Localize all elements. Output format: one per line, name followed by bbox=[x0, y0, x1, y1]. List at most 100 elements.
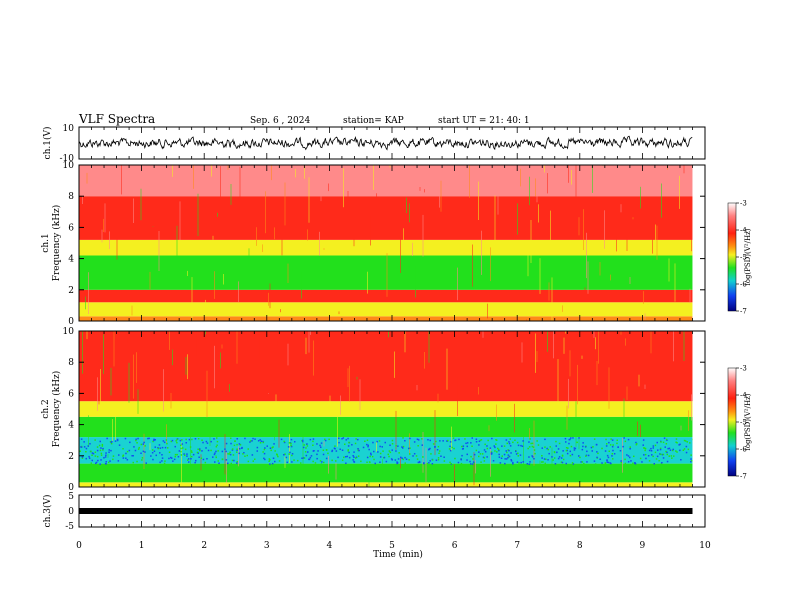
spectrogram-streak bbox=[256, 227, 257, 246]
spectrogram-speckle bbox=[505, 458, 508, 460]
spectrogram-speckle bbox=[108, 451, 110, 453]
spectrogram-streak bbox=[536, 351, 538, 363]
spectrogram-speckle bbox=[439, 440, 441, 442]
spectrogram-speckle bbox=[478, 451, 480, 453]
spectrogram-streak bbox=[412, 242, 413, 257]
spectrogram-speckle bbox=[475, 449, 478, 452]
spectrogram-speckle bbox=[632, 462, 634, 464]
spectrogram-streak bbox=[586, 232, 587, 279]
spectrogram-speckle bbox=[450, 463, 452, 465]
spectrogram-speckle bbox=[478, 444, 480, 446]
spectrogram-speckle bbox=[401, 446, 403, 448]
spectrogram-streak bbox=[131, 305, 133, 316]
spectrogram-speckle bbox=[490, 453, 493, 455]
spectrogram-speckle bbox=[522, 461, 524, 463]
spectrogram-speckle bbox=[521, 445, 524, 447]
spectrogram-band-0 bbox=[79, 316, 693, 321]
spectrogram-streak bbox=[310, 331, 311, 335]
spectrogram-speckle bbox=[191, 455, 193, 458]
spectrogram-speckle bbox=[312, 444, 314, 446]
spectrogram-streak bbox=[517, 203, 518, 235]
spectrogram-speckle bbox=[190, 450, 193, 452]
spectrogram-streak bbox=[158, 231, 160, 271]
spectrogram-speckle bbox=[302, 446, 305, 449]
spectrogram-speckle bbox=[94, 455, 97, 457]
spectrogram-streak bbox=[530, 331, 532, 338]
spectrogram-streak bbox=[415, 265, 416, 298]
spectrogram-streak bbox=[176, 225, 178, 263]
ch1-colorbar-label: log(PSD)(V²/Hz) bbox=[744, 228, 752, 285]
spectrogram-speckle bbox=[268, 458, 271, 460]
spectrogram-streak bbox=[103, 334, 104, 374]
spectrogram-streak bbox=[683, 165, 685, 174]
spectrogram-speckle bbox=[643, 454, 645, 456]
spectrogram-speckle bbox=[481, 453, 484, 455]
spectrogram-speckle bbox=[382, 456, 385, 459]
spectrogram-speckle bbox=[516, 441, 519, 444]
spectrogram-speckle bbox=[437, 459, 440, 461]
spectrogram-speckle bbox=[309, 438, 312, 441]
spectrogram-speckle bbox=[187, 458, 190, 460]
spectrogram-streak bbox=[581, 355, 583, 359]
spectrogram-speckle bbox=[133, 446, 135, 448]
spectrogram-streak bbox=[547, 173, 548, 194]
spectrogram-speckle bbox=[508, 441, 510, 443]
spectrogram-speckle bbox=[264, 458, 266, 461]
spectrogram-speckle bbox=[287, 446, 290, 448]
spectrogram-speckle bbox=[668, 455, 670, 457]
spectrogram-speckle bbox=[290, 444, 292, 447]
spectrogram-speckle bbox=[251, 454, 254, 456]
spectrogram-speckle bbox=[239, 444, 242, 446]
spectrogram-speckle bbox=[419, 461, 421, 464]
spectrogram-streak bbox=[301, 272, 302, 299]
spectrogram-band-3 bbox=[79, 255, 693, 290]
spectrogram-streak bbox=[220, 166, 221, 198]
spectrogram-speckle bbox=[661, 462, 663, 464]
spectrogram-streak bbox=[547, 331, 548, 352]
spectrogram-speckle bbox=[285, 456, 288, 459]
spectrogram-speckle bbox=[333, 447, 336, 449]
spectrogram-streak bbox=[115, 405, 116, 440]
spectrogram-speckle bbox=[230, 437, 232, 439]
spectrogram-speckle bbox=[612, 458, 614, 460]
spectrogram-speckle bbox=[423, 462, 425, 464]
spectrogram-streak bbox=[689, 288, 691, 304]
spectrogram-speckle bbox=[367, 445, 369, 448]
spectrogram-streak bbox=[149, 443, 151, 450]
spectrogram-speckle bbox=[85, 447, 88, 450]
spectrogram-speckle bbox=[87, 445, 89, 447]
spectrogram-speckle bbox=[665, 450, 667, 453]
spectrogram-speckle bbox=[158, 444, 161, 446]
ch2-colorbar bbox=[727, 367, 737, 477]
spectrogram-streak bbox=[259, 331, 260, 359]
spectrogram-speckle bbox=[616, 442, 618, 445]
spectrogram-speckle bbox=[572, 463, 575, 465]
spectrogram-streak bbox=[569, 350, 571, 377]
spectrogram-speckle bbox=[159, 452, 161, 454]
spectrogram-speckle bbox=[627, 438, 630, 441]
spectrogram-speckle bbox=[108, 461, 110, 464]
spectrogram-speckle bbox=[529, 463, 531, 465]
spectrogram-speckle bbox=[109, 460, 111, 462]
spectrogram-speckle bbox=[478, 455, 480, 458]
spectrogram-streak bbox=[82, 190, 83, 204]
spectrogram-streak bbox=[578, 217, 580, 236]
spectrogram-speckle bbox=[400, 456, 402, 459]
spectrogram-speckle bbox=[417, 439, 420, 441]
spectrogram-speckle bbox=[379, 452, 382, 455]
spectrogram-streak bbox=[110, 367, 112, 396]
spectrogram-speckle bbox=[194, 438, 197, 440]
spectrogram-speckle bbox=[686, 441, 688, 443]
spectrogram-speckle bbox=[462, 445, 465, 447]
spectrogram-streak bbox=[688, 410, 689, 431]
spectrogram-streak bbox=[119, 165, 121, 170]
spectrogram-streak bbox=[356, 376, 358, 380]
spectrogram-speckle bbox=[427, 439, 429, 441]
spectrogram-speckle bbox=[176, 441, 178, 444]
spectrogram-speckle bbox=[154, 439, 156, 441]
spectrogram-streak bbox=[113, 331, 115, 367]
spectrogram-speckle bbox=[430, 453, 432, 455]
spectrogram-speckle bbox=[580, 461, 582, 463]
spectrogram-speckle bbox=[547, 459, 549, 461]
spectrogram-speckle bbox=[230, 442, 232, 445]
